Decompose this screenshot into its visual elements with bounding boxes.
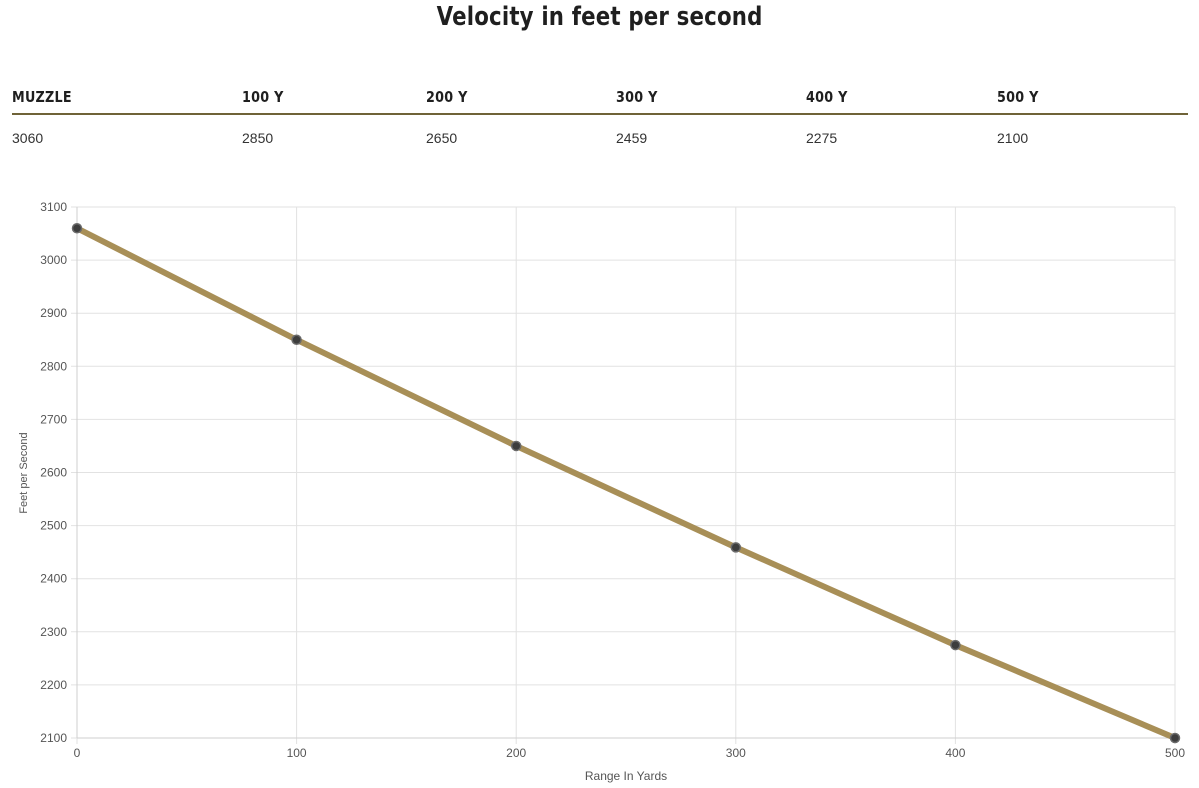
data-point [1169,732,1181,744]
y-tick-label: 2400 [40,572,67,586]
y-axis-label: Feet per Second [18,432,30,513]
data-point [950,639,961,651]
header-200y: 200 Y [426,80,616,115]
y-tick-label: 2100 [40,731,67,745]
y-tick-labels: 2100 2200 2300 2400 2500 2600 2700 2800 2900 3000… [40,200,67,745]
data-point [71,222,83,234]
y-tick-label: 3100 [40,200,67,214]
x-tick-label: 500 [1165,746,1185,760]
y-tick-label: 2300 [40,625,67,639]
y-tick-label: 3000 [40,253,67,267]
data-point [730,542,742,553]
cell-200y: 2650 [426,130,458,146]
velocity-table: MUZZLE 100 Y 200 Y 300 Y 400 Y 500 Y 306… [12,80,1188,161]
grid-lines [71,206,1176,744]
y-tick-label: 2200 [40,678,67,692]
header-500y: 500 Y [997,80,1188,115]
cell-500y: 2100 [997,130,1029,146]
header-300y: 300 Y [616,80,806,115]
velocity-line-chart: 2100220023002400250026002700280029003000… [18,200,1186,783]
series-group [71,222,1181,744]
cell-100y: 2850 [242,130,274,146]
chart-title: Velocity in feet per second [436,2,763,32]
axes [76,207,1175,739]
header-400y: 400 Y [806,80,997,115]
y-tick-label: 2700 [40,412,67,426]
x-axis-label: Range In Yards [585,769,667,783]
x-tick-label: 200 [506,746,526,760]
data-point [510,440,522,452]
header-muzzle: MUZZLE [12,80,242,115]
cell-400y: 2275 [806,130,838,146]
cell-muzzle: 3060 [12,130,44,146]
x-tick-label: 300 [726,746,746,760]
cell-300y: 2459 [616,130,648,146]
x-tick-label: 0 [74,746,81,760]
table-row: 3060 2850 2650 2459 2275 2100 [12,114,1188,161]
y-tick-label: 2600 [40,466,67,480]
data-point [291,334,302,345]
x-tick-label: 100 [287,746,307,760]
y-tick-label: 2500 [40,519,67,533]
x-tick-labels: 0 100 200 300 400 500 [74,746,1186,760]
x-tick-label: 400 [945,746,965,760]
y-tick-label: 2800 [40,359,67,373]
series-line [74,225,1178,741]
y-tick-label: 2900 [40,306,67,320]
header-100y: 100 Y [242,80,426,115]
table-header-row: MUZZLE 100 Y 200 Y 300 Y 400 Y 500 Y [12,80,1188,115]
